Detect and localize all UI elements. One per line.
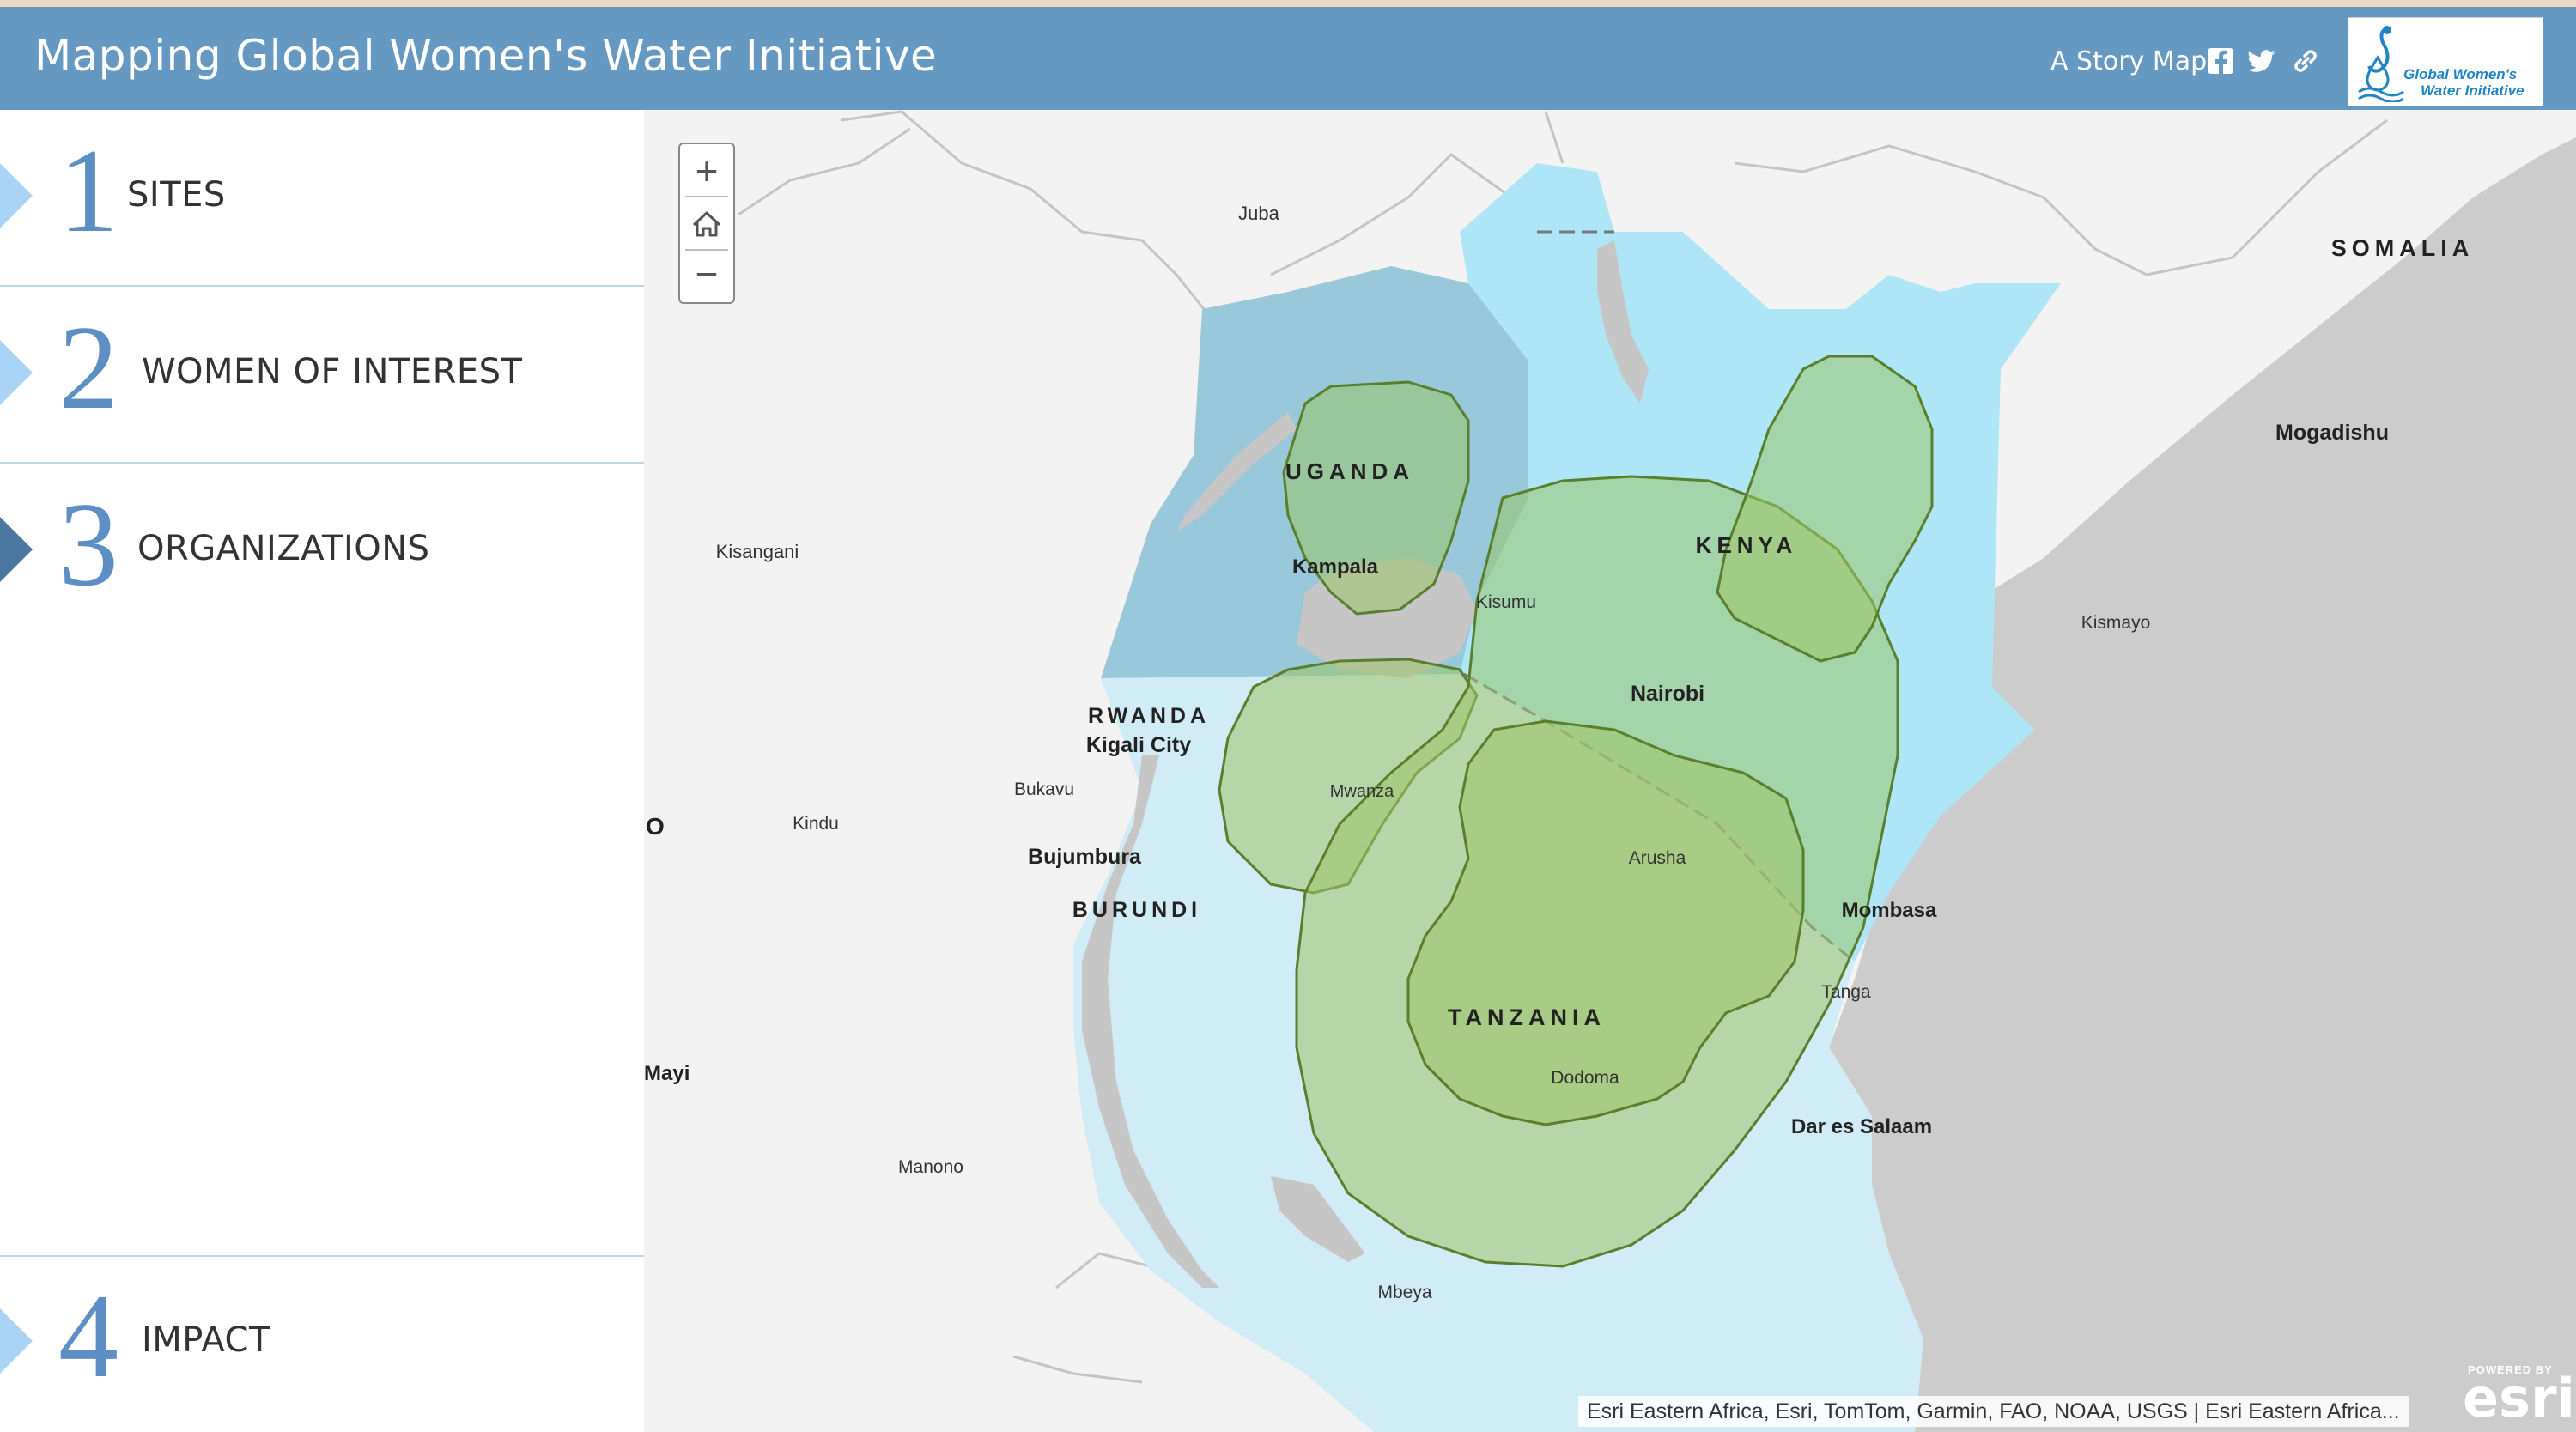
map-view[interactable]: + − Juba SOMALIA Mogadishu UGANDA KENYA … [644,110,2576,1432]
sidebar-item-label: IMPACT [142,1320,270,1360]
sidebar-item-number: 4 [58,1270,118,1403]
sidebar-item-impact[interactable]: 4 IMPACT [0,1255,644,1432]
sidebar-item-label: WOMEN OF INTEREST [142,352,523,391]
sidebar-item-organizations[interactable]: 3 ORGANIZATIONS [0,464,644,640]
esri-powered-by-text: POWERED BY [2468,1363,2553,1376]
divider [685,196,728,197]
sidebar-item-women-of-interest[interactable]: 2 WOMEN OF INTEREST [0,287,644,464]
sidebar-item-label: SITES [127,175,226,215]
sidebar-item-label: ORGANIZATIONS [137,529,430,568]
organization-logo[interactable]: Global Women's Water Initiative [2348,17,2543,106]
map-attribution[interactable]: Esri Eastern Africa, Esri, TomTom, Garmi… [1578,1396,2409,1427]
buffer-zone-northern-tanzania [1406,719,1805,1126]
zoom-control: + − [678,143,735,304]
facebook-icon[interactable] [2206,46,2235,76]
basemap [644,110,2576,1432]
buffer-zone-uganda [1282,380,1470,616]
twitter-icon[interactable] [2247,46,2276,76]
lake-albert [1176,412,1297,532]
lake-tanganyika [1082,755,1219,1288]
story-map-label: A Story Map [2050,46,2208,76]
chevron-right-icon [0,340,33,405]
buffer-zones [1218,355,1934,1268]
sidebar-item-number: 3 [58,478,118,611]
buffer-zone-kenya-east [1716,355,1934,663]
water-drop-logo-icon [2358,26,2404,102]
zoom-in-button[interactable]: + [695,149,719,193]
divider [685,249,728,251]
lake-turkana [1597,240,1649,404]
chevron-right-icon [0,163,33,228]
lake-rukwa [1271,1176,1365,1262]
home-icon[interactable] [680,197,733,249]
sidebar-item-number: 1 [58,124,118,258]
link-icon[interactable] [2291,46,2320,76]
divider [0,285,644,287]
top-stripe [0,0,2576,7]
story-sidebar: 1 SITES 2 WOMEN OF INTEREST 3 ORGANIZATI… [0,110,644,1432]
logo-text-line1: Global Women's [2403,66,2518,82]
chevron-right-icon [0,517,33,582]
sidebar-item-sites[interactable]: 1 SITES [0,110,644,287]
zoom-out-button[interactable]: − [695,252,719,296]
divider [0,1255,644,1257]
chevron-right-icon [0,1308,33,1374]
page-title: Mapping Global Women's Water Initiative [34,31,938,81]
esri-logo-text: esri [2463,1367,2575,1429]
divider [0,462,644,464]
logo-text: Global Women's Water Initiative [2403,66,2524,99]
indian-ocean [1829,137,2576,1432]
logo-text-line2: Water Initiative [2421,82,2524,99]
app-header: Mapping Global Women's Water Initiative … [0,7,2576,110]
esri-logo[interactable]: POWERED BY esri [2461,1362,2575,1429]
sidebar-item-number: 2 [58,301,118,434]
